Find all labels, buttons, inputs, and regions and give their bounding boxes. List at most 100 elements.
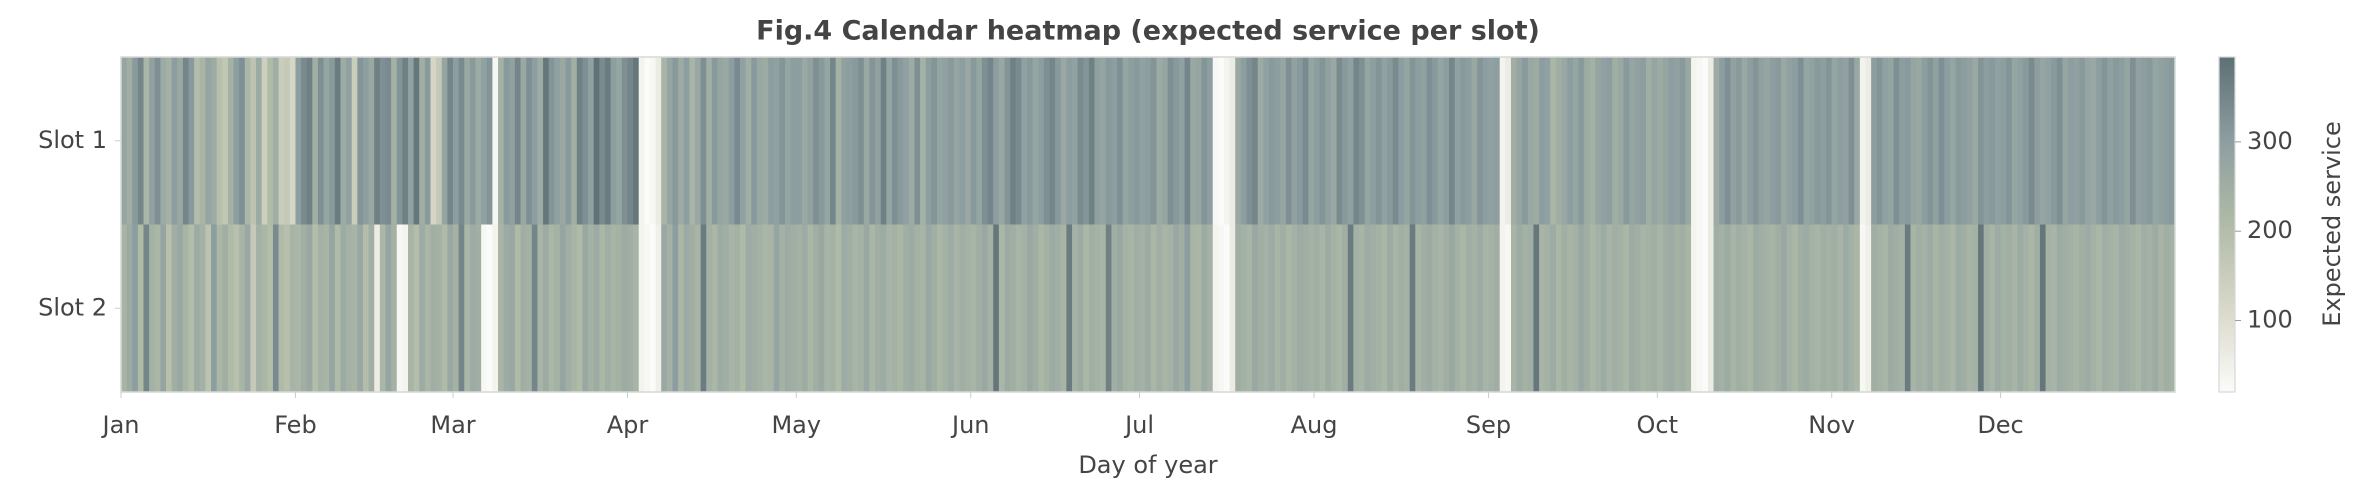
- heat-cell: [1257, 224, 1264, 392]
- heat-cell: [1888, 57, 1895, 225]
- heat-cell: [205, 224, 212, 392]
- heat-cell: [267, 57, 274, 225]
- heat-cell: [925, 57, 932, 225]
- heat-cell: [627, 57, 634, 225]
- heat-cell: [1668, 224, 1675, 392]
- heat-cell: [1117, 57, 1124, 225]
- heat-cell: [959, 224, 966, 392]
- heat-cell: [1032, 57, 1039, 225]
- heat-cell: [981, 57, 989, 225]
- heat-cell: [1792, 224, 1799, 392]
- heat-cell: [559, 57, 567, 225]
- heat-cell: [1342, 57, 1349, 225]
- heat-cell: [346, 57, 353, 225]
- heat-cell: [1679, 57, 1687, 225]
- heat-cell: [1477, 57, 1484, 225]
- heat-cell: [182, 57, 190, 225]
- heat-cell: [948, 57, 955, 225]
- heat-cell: [981, 224, 989, 392]
- heat-cell: [2135, 57, 2142, 225]
- heat-cell: [1510, 224, 1518, 392]
- heat-cell: [976, 57, 983, 225]
- heat-cell: [1758, 57, 1765, 225]
- heat-cell: [672, 224, 679, 392]
- x-tick-label: Jun: [950, 411, 990, 439]
- heat-cell: [790, 224, 797, 392]
- heat-cell: [1606, 224, 1613, 392]
- heat-cell: [1527, 57, 1535, 225]
- heat-cell: [593, 224, 600, 392]
- heat-cell: [1088, 224, 1096, 392]
- heat-cell: [1004, 224, 1011, 392]
- heat-cell: [925, 224, 932, 392]
- heat-cell: [1437, 224, 1445, 392]
- heat-cell: [1916, 224, 1923, 392]
- heat-cell: [312, 57, 319, 225]
- heat-cell: [1015, 57, 1022, 225]
- heat-cell: [520, 57, 527, 225]
- heat-cell: [543, 57, 550, 225]
- heat-cell: [1696, 224, 1703, 392]
- heat-cell: [1111, 57, 1118, 225]
- heat-cell: [1814, 57, 1822, 225]
- heat-cell: [166, 57, 173, 225]
- heat-cell: [661, 57, 668, 225]
- heat-cell: [171, 57, 178, 225]
- heat-cell: [621, 224, 629, 392]
- heat-cell: [970, 224, 977, 392]
- heat-cell: [1944, 57, 1951, 225]
- heat-cell: [863, 57, 871, 225]
- heat-cell: [1353, 224, 1360, 392]
- heat-cell: [374, 57, 381, 225]
- heat-cell: [1218, 57, 1225, 225]
- heat-cell: [1685, 224, 1692, 392]
- heat-cell: [678, 57, 685, 225]
- heat-cell: [588, 224, 595, 392]
- heat-cell: [188, 224, 195, 392]
- heat-cell: [475, 224, 482, 392]
- heat-cell: [1218, 224, 1225, 392]
- heat-cell: [323, 224, 330, 392]
- heat-cell: [599, 57, 606, 225]
- heat-cell: [222, 224, 229, 392]
- heat-cell: [1178, 57, 1186, 225]
- heat-cell: [520, 224, 527, 392]
- colorbar-tick-label: 300: [2247, 127, 2293, 155]
- heat-cell: [2073, 224, 2080, 392]
- heat-cell: [762, 224, 769, 392]
- heat-cell: [1657, 224, 1664, 392]
- heat-cell: [931, 57, 938, 225]
- heat-cell: [272, 224, 280, 392]
- heat-cell: [1938, 224, 1945, 392]
- heat-cell: [1544, 224, 1551, 392]
- heat-cell: [936, 224, 944, 392]
- heat-cell: [965, 57, 972, 225]
- x-tick-label: Nov: [1808, 411, 1855, 439]
- heat-cell: [1972, 57, 1979, 225]
- heat-cell: [1156, 57, 1163, 225]
- heat-cell: [1336, 224, 1343, 392]
- heat-cell: [2101, 224, 2109, 392]
- heat-cell: [1572, 224, 1580, 392]
- heat-cell: [835, 224, 842, 392]
- heat-cell: [492, 57, 499, 225]
- heat-cell: [1893, 224, 1900, 392]
- heat-cell: [897, 224, 904, 392]
- heat-cell: [1308, 57, 1315, 225]
- heat-cell: [1100, 224, 1107, 392]
- heat-cell: [526, 224, 533, 392]
- heat-cell: [1623, 224, 1630, 392]
- heat-cell: [2000, 224, 2007, 392]
- heat-cell: [486, 224, 494, 392]
- heat-cell: [1072, 224, 1079, 392]
- heat-cell: [807, 57, 814, 225]
- heat-cell: [413, 224, 420, 392]
- heat-cell: [1927, 57, 1934, 225]
- heat-cell: [1094, 224, 1101, 392]
- heat-cell: [768, 224, 775, 392]
- heat-cell: [278, 224, 285, 392]
- heat-cell: [796, 57, 803, 225]
- heat-cell: [1933, 57, 1940, 225]
- heat-cell: [841, 224, 848, 392]
